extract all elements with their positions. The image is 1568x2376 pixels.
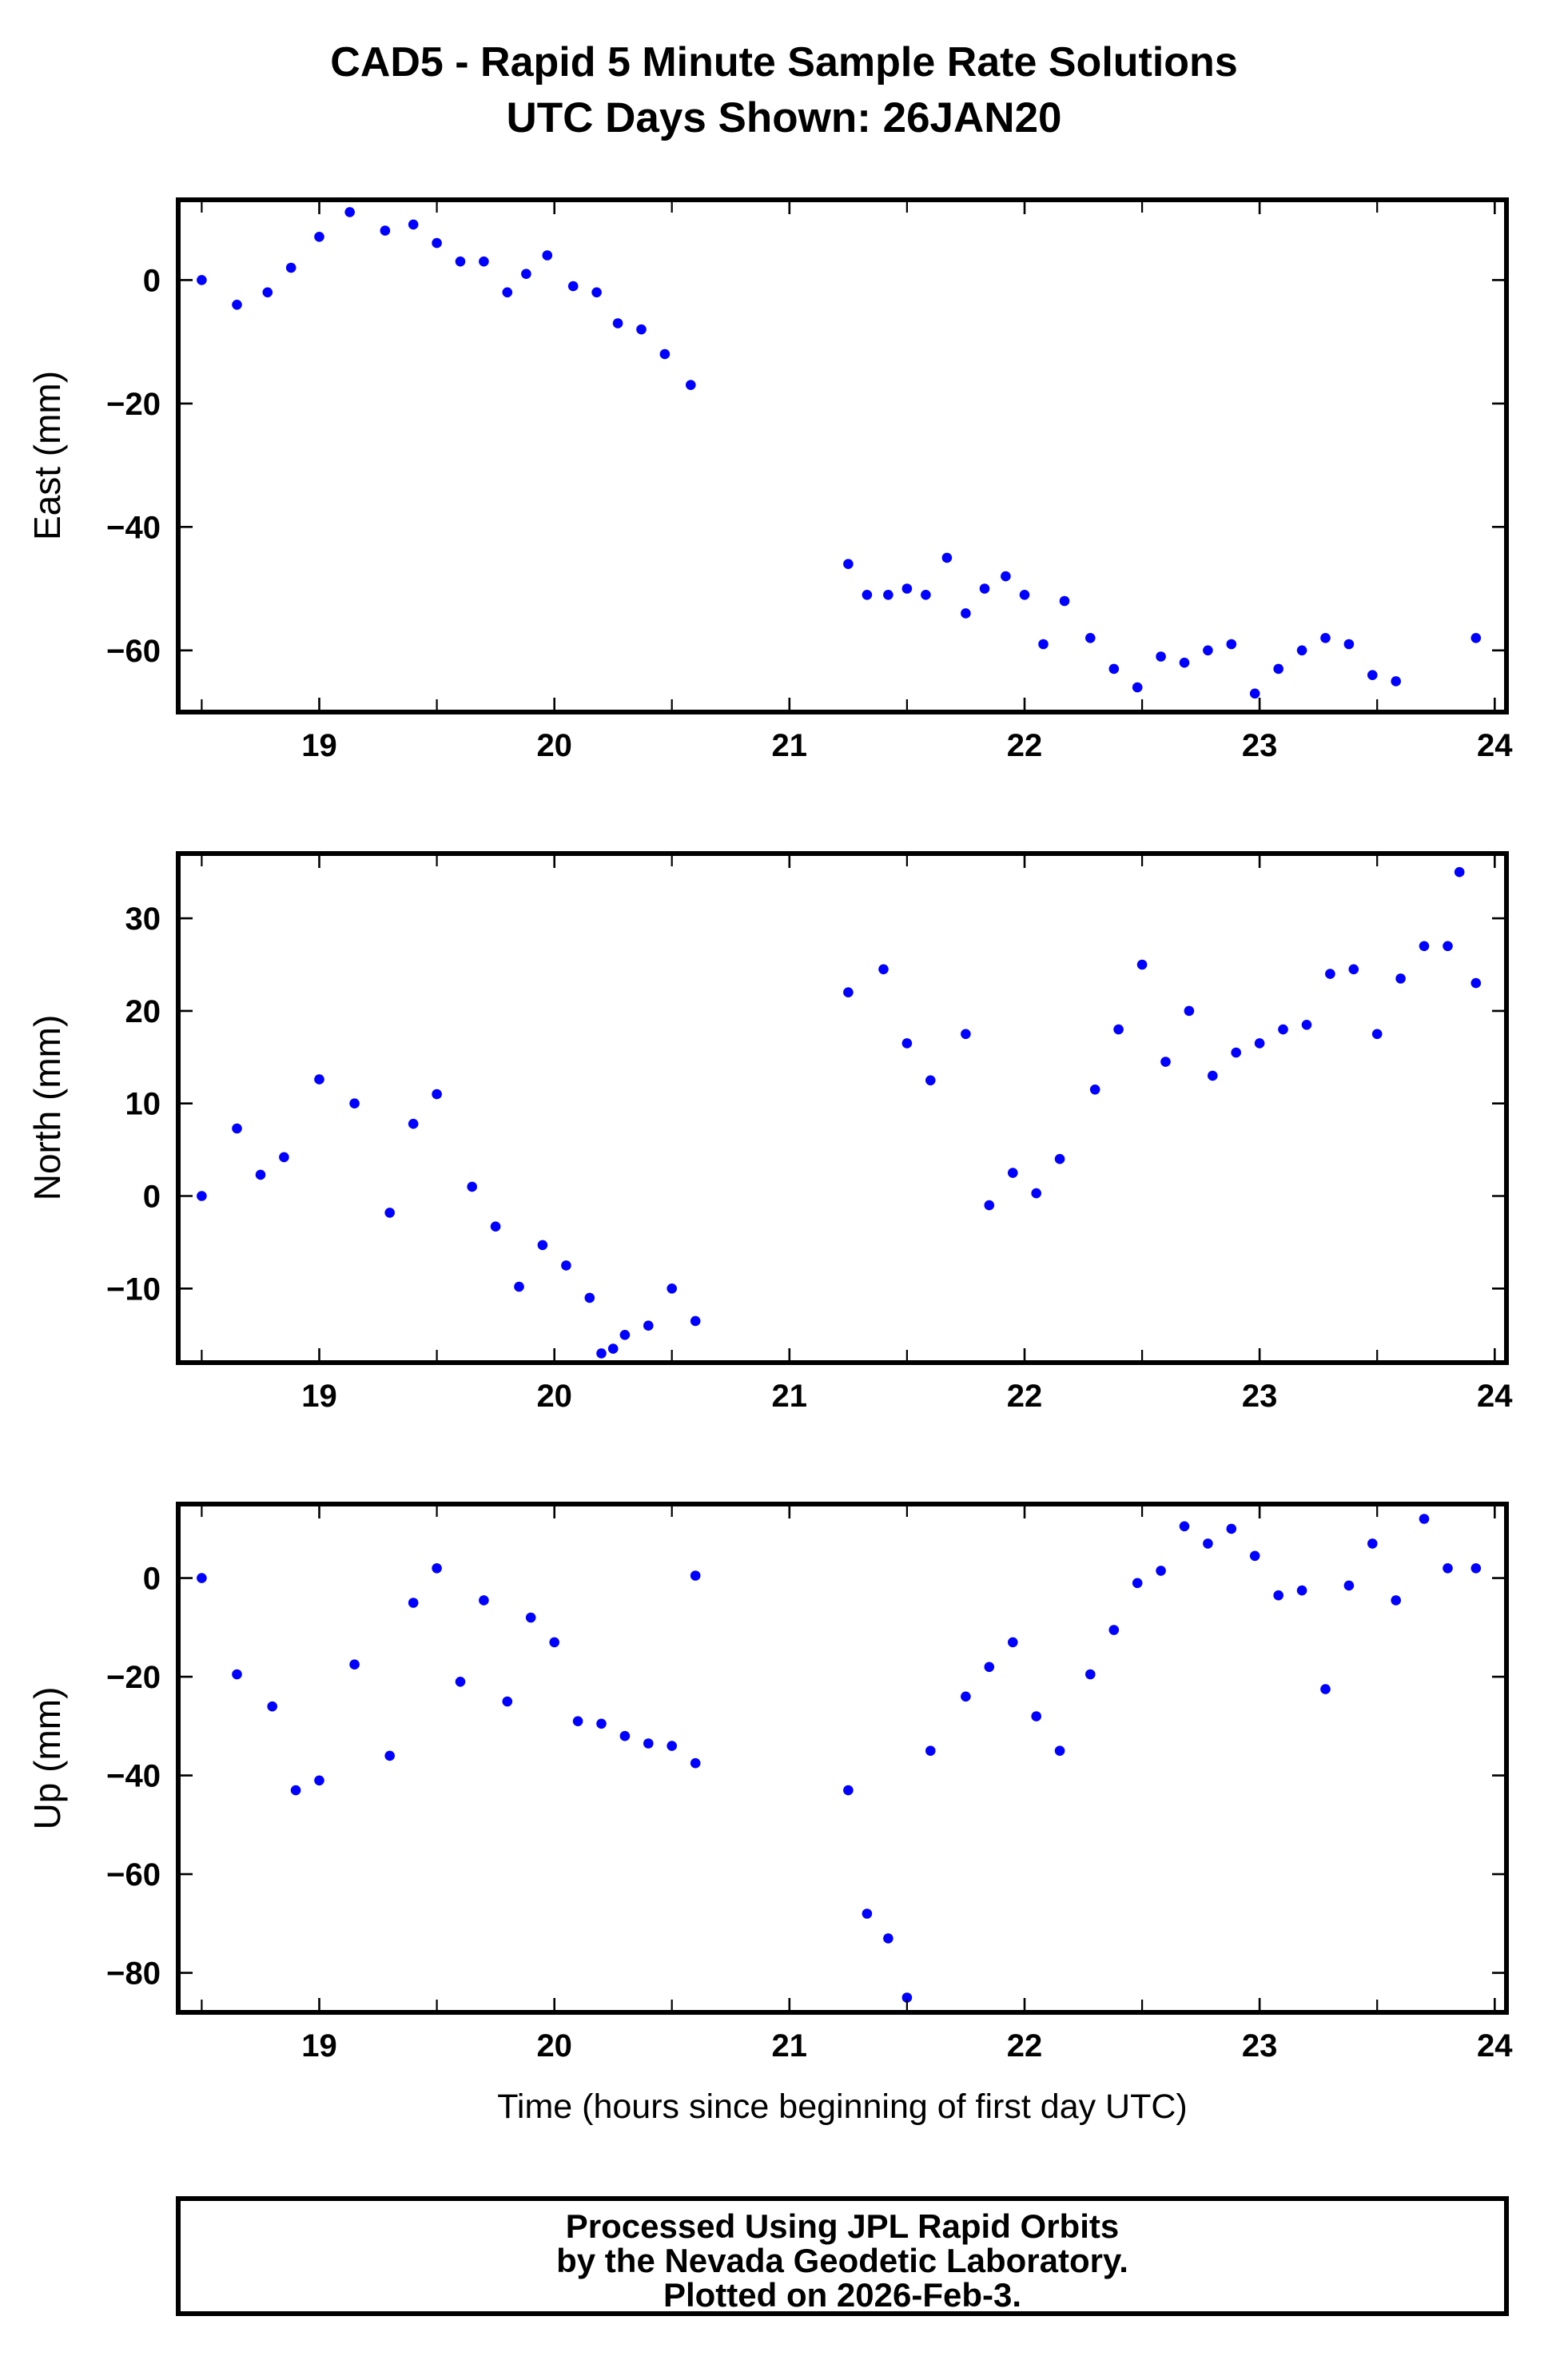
svg-text:19: 19	[301, 728, 337, 763]
svg-text:24: 24	[1477, 2028, 1513, 2064]
svg-text:−20: −20	[106, 1660, 161, 1695]
svg-text:24: 24	[1477, 728, 1513, 763]
svg-text:19: 19	[301, 1379, 337, 1414]
svg-text:0: 0	[143, 1562, 161, 1597]
svg-text:Processed Using JPL Rapid Orbi: Processed Using JPL Rapid Orbits	[566, 2207, 1119, 2245]
svg-text:by the Nevada Geodetic Laborat: by the Nevada Geodetic Laboratory.	[556, 2242, 1128, 2279]
svg-text:Plotted on 2026-Feb-3.: Plotted on 2026-Feb-3.	[663, 2276, 1021, 2314]
svg-text:East (mm): East (mm)	[26, 371, 68, 540]
svg-text:23: 23	[1242, 1379, 1278, 1414]
svg-text:21: 21	[772, 728, 808, 763]
svg-text:0: 0	[143, 1180, 161, 1215]
svg-text:20: 20	[536, 1379, 572, 1414]
svg-text:−60: −60	[106, 1857, 161, 1892]
svg-text:22: 22	[1007, 728, 1043, 763]
svg-text:Time (hours since beginning of: Time (hours since beginning of first day…	[497, 2087, 1188, 2126]
svg-text:−20: −20	[106, 387, 161, 422]
svg-text:−10: −10	[106, 1272, 161, 1307]
svg-text:−80: −80	[106, 1956, 161, 1992]
svg-text:UTC Days Shown: 26JAN20: UTC Days Shown: 26JAN20	[506, 94, 1061, 141]
svg-text:−40: −40	[106, 1759, 161, 1794]
svg-text:22: 22	[1007, 1379, 1043, 1414]
svg-text:20: 20	[125, 994, 161, 1029]
svg-text:21: 21	[772, 1379, 808, 1414]
svg-text:Up (mm): Up (mm)	[26, 1687, 68, 1830]
svg-text:−40: −40	[106, 510, 161, 545]
svg-text:20: 20	[536, 2028, 572, 2064]
svg-text:23: 23	[1242, 2028, 1278, 2064]
svg-text:23: 23	[1242, 728, 1278, 763]
svg-text:20: 20	[536, 728, 572, 763]
svg-text:North (mm): North (mm)	[26, 1015, 68, 1201]
svg-text:CAD5 - Rapid 5 Minute Sample R: CAD5 - Rapid 5 Minute Sample Rate Soluti…	[330, 39, 1237, 86]
svg-text:21: 21	[772, 2028, 808, 2064]
svg-text:19: 19	[301, 2028, 337, 2064]
svg-text:0: 0	[143, 263, 161, 298]
svg-text:−60: −60	[106, 634, 161, 669]
svg-text:30: 30	[125, 901, 161, 937]
svg-text:24: 24	[1477, 1379, 1513, 1414]
svg-text:10: 10	[125, 1087, 161, 1122]
svg-text:22: 22	[1007, 2028, 1043, 2064]
